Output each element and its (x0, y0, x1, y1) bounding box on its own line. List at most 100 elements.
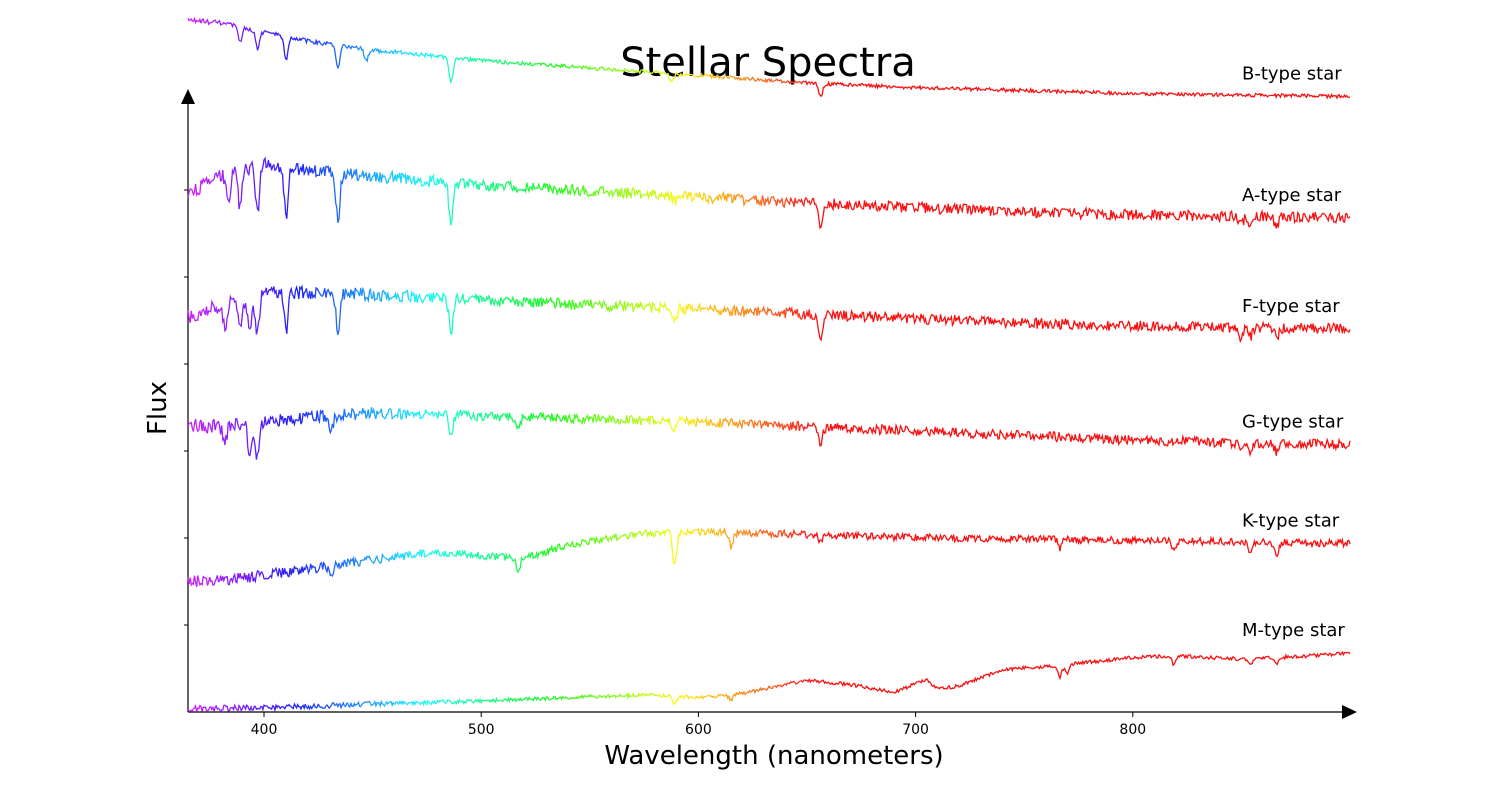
spectrum-line-segment (382, 700, 398, 708)
spectrum-line-segment (708, 303, 723, 317)
spectrum-line-segment (1308, 652, 1323, 659)
spectrum-line-segment (434, 291, 450, 313)
spectrum-line-segment (852, 682, 867, 690)
spectrum-line-segment (265, 415, 280, 427)
spectrum-line-segment (1269, 657, 1283, 666)
spectrum-line-segment (774, 196, 789, 209)
spectrum-line-segment (891, 201, 906, 213)
series-g-type-star (187, 407, 1351, 460)
spectrum-line-segment (904, 312, 919, 326)
spectrum-line-segment (435, 54, 450, 69)
spectrum-line-segment (1034, 664, 1049, 670)
spectrum-line-segment (643, 692, 658, 697)
spectrum-line-segment (1229, 656, 1244, 662)
spectrum-line-segment (187, 180, 202, 198)
spectrum-line-segment (1308, 438, 1323, 448)
spectrum-line-segment (1008, 207, 1023, 217)
spectrum-line-segment (447, 57, 462, 85)
spectrum-line-segment (1216, 322, 1232, 333)
spectrum-line-segment (278, 286, 293, 334)
spectrum-line-segment (878, 423, 893, 437)
spectrum-line-segment (604, 188, 619, 200)
spectrum-line-segment (382, 407, 397, 421)
spectrum-line-segment (656, 191, 671, 201)
spectrum-line-segment (487, 181, 502, 192)
spectrum-line-segment (787, 305, 802, 320)
spectrum-line-segment (395, 172, 411, 184)
spectrum-line-segment (891, 85, 906, 90)
spectrum-line-segment (682, 303, 697, 316)
spectrum-line-segment (422, 173, 436, 189)
spectrum-line-segment (1073, 659, 1088, 666)
spectrum-line-segment (539, 544, 554, 558)
spectrum-line-segment (1321, 322, 1336, 335)
spectrum-line-segment (721, 303, 736, 318)
spectrum-line-segment (1008, 318, 1023, 328)
x-axis-arrow-icon (1342, 705, 1357, 719)
spectrum-line-segment (1255, 208, 1270, 222)
spectrum-line-segment (356, 45, 372, 63)
spectrum-line-segment (1321, 92, 1336, 100)
spectrum-line-segment (357, 408, 371, 420)
spectrum-line-segment (956, 427, 971, 438)
spectrum-line-segment (878, 310, 893, 322)
spectrum-line-segment (969, 203, 984, 216)
spectrum-line-segment (1034, 432, 1049, 440)
spectrum-line-segment (995, 534, 1010, 544)
spectrum-line-segment (330, 170, 346, 223)
spectrum-line-segment (1086, 658, 1101, 665)
spectrum-line-segment (917, 532, 932, 543)
spectrum-line-segment (395, 407, 411, 421)
spectrum-line-segment (747, 686, 762, 695)
spectrum-line-segment (1151, 437, 1166, 447)
spectrum-line-segment (252, 156, 267, 213)
spectrum-line-segment (643, 301, 658, 313)
spectrum-line-segment (304, 38, 319, 47)
spectrum-line-segment (539, 62, 554, 68)
spectrum-line-segment (1047, 534, 1062, 552)
spectrum-line-segment (630, 414, 645, 426)
spectrum-line-segment (278, 567, 293, 578)
spectrum-line-segment (1047, 663, 1062, 681)
spectrum-line-segment (604, 533, 619, 543)
spectrum-line-segment (969, 428, 984, 440)
spectrum-line-segment (1308, 212, 1323, 223)
spectrum-line-segment (356, 700, 371, 708)
spectrum-line-segment (917, 84, 932, 91)
spectrum-line-segment (239, 302, 254, 330)
spectrum-line-segment (1099, 89, 1114, 97)
spectrum-line-segment (526, 696, 541, 703)
x-axis-label: Wavelength (nanometers) (604, 741, 943, 771)
spectrum-line-segment (1164, 536, 1179, 552)
spectrum-line-segment (200, 175, 215, 186)
spectrum-line-segment (1034, 206, 1049, 219)
spectrum-line-segment (1256, 320, 1271, 333)
series-k-type-star (187, 526, 1351, 587)
spectrum-line-segment (591, 694, 606, 699)
spectrum-line-segment (1073, 205, 1088, 221)
spectrum-line-segment (1334, 650, 1349, 657)
spectrum-line-segment (187, 16, 202, 25)
spectrum-line-segment (461, 55, 476, 63)
spectrum-line-segment (800, 677, 814, 684)
spectrum-line-segment (1021, 664, 1036, 671)
spectrum-line-segment (409, 51, 424, 58)
spectrum-line-segment (1100, 433, 1114, 445)
spectrum-line-segment (1125, 209, 1140, 220)
spectrum-line-segment (200, 18, 215, 26)
spectrum-line-segment (760, 529, 776, 540)
spectrum-line-segment (343, 287, 358, 300)
spectrum-line-segment (787, 680, 801, 685)
spectrum-line-segment (826, 80, 840, 87)
spectrum-line-segment (734, 76, 749, 82)
spectrum-line-segment (343, 168, 359, 181)
spectrum-line-segment (291, 36, 306, 42)
spectrum-line-segment (1060, 432, 1075, 442)
spectrum-line-segment (383, 49, 398, 55)
spectrum-line-segment (1282, 93, 1297, 99)
spectrum-line-segment (630, 68, 645, 75)
spectrum-line-segment (1282, 538, 1297, 547)
ticks: 400 500 600 700 800 (184, 189, 1146, 738)
spectrum-line-segment (982, 671, 997, 679)
